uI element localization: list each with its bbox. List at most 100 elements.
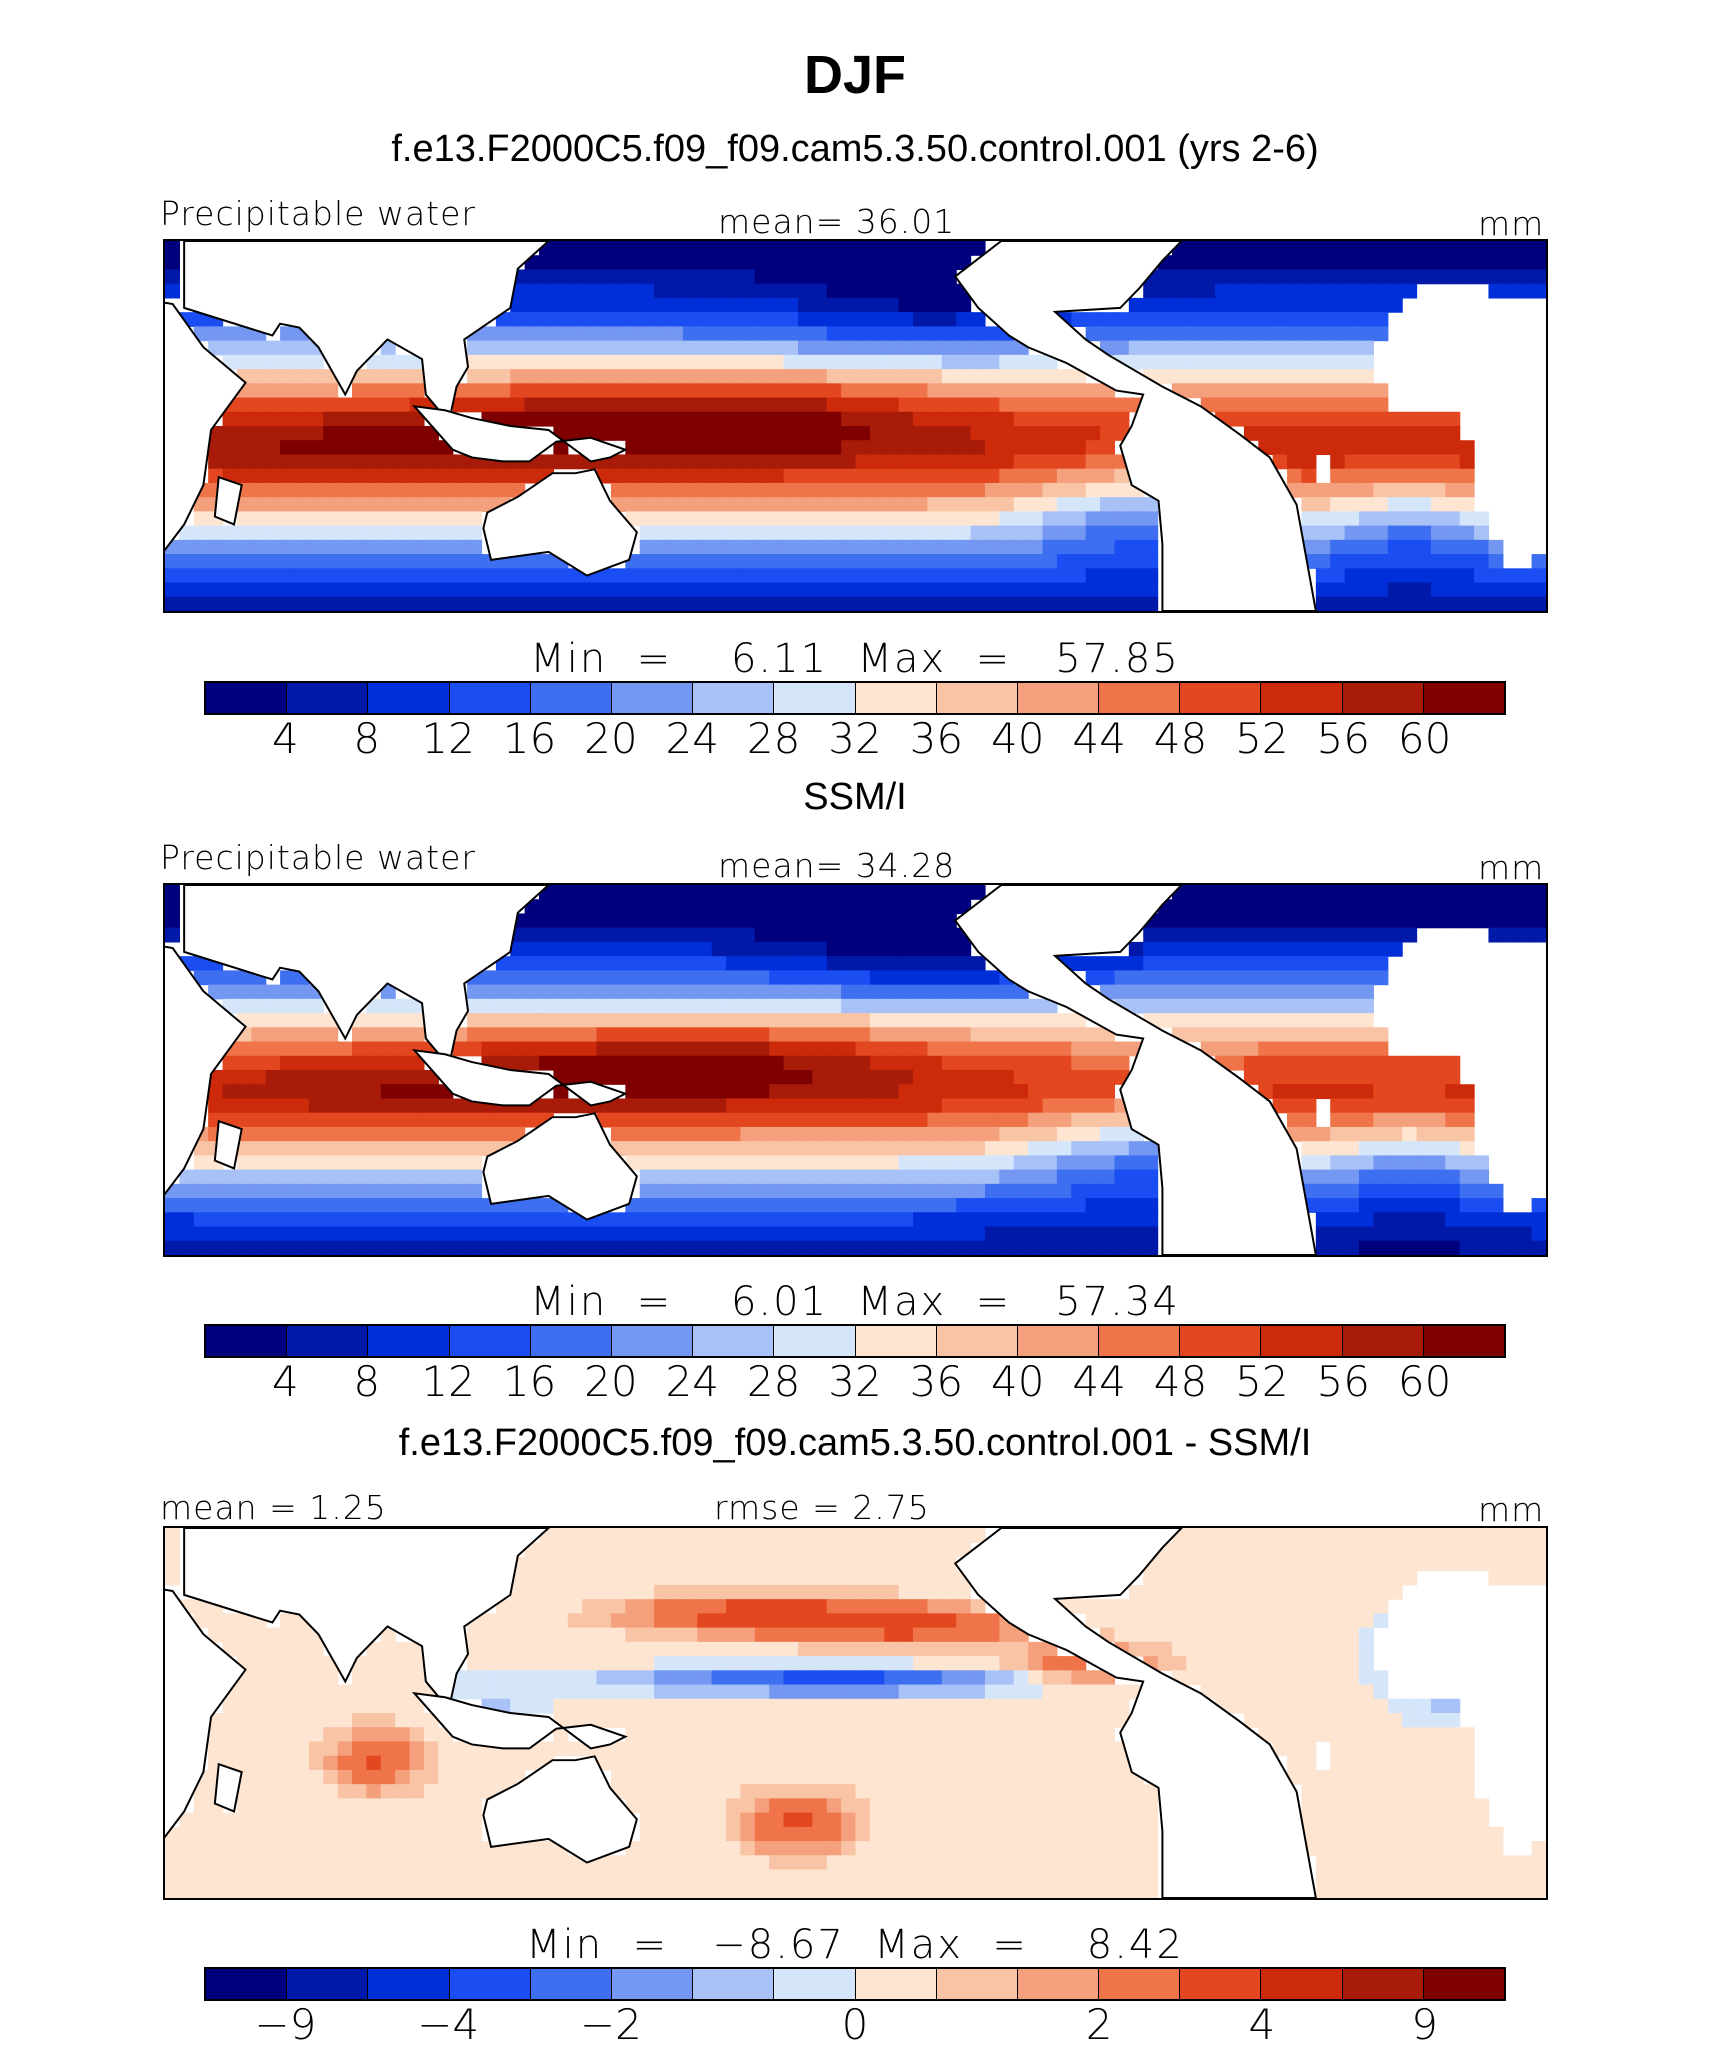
colorbar-tick-label: 56 xyxy=(1317,1357,1370,1406)
map-cell xyxy=(740,1770,755,1785)
map-cell xyxy=(784,1184,799,1199)
map-cell xyxy=(381,1784,396,1799)
map-cell xyxy=(956,1727,971,1742)
map-cell xyxy=(856,1042,871,1057)
map-cell xyxy=(280,1670,295,1685)
map-cell xyxy=(510,1056,525,1071)
map-cell xyxy=(395,483,410,498)
map-cell xyxy=(381,1212,396,1227)
map-cell xyxy=(1316,913,1331,928)
map-cell xyxy=(1014,1198,1029,1213)
map-cell xyxy=(697,355,712,370)
map-cell xyxy=(812,899,827,914)
map-cell xyxy=(870,1184,885,1199)
map-cell xyxy=(856,1756,871,1771)
map-cell xyxy=(971,511,986,526)
map-cell xyxy=(1158,269,1173,284)
map-cell xyxy=(1402,1084,1417,1099)
map-cell xyxy=(1114,985,1129,1000)
map-cell xyxy=(697,1741,712,1756)
map-cell xyxy=(942,426,957,441)
map-cell xyxy=(510,1013,525,1028)
map-cell xyxy=(841,1184,856,1199)
map-cell xyxy=(798,928,813,943)
map-cell xyxy=(1417,583,1432,598)
map-cell xyxy=(769,1198,784,1213)
map-cell xyxy=(870,383,885,398)
map-cell xyxy=(827,956,842,971)
map-cell xyxy=(1143,583,1158,598)
map-cell xyxy=(1028,1241,1043,1255)
map-cell xyxy=(755,355,770,370)
map-cell xyxy=(309,1056,324,1071)
map-cell xyxy=(1445,1699,1460,1714)
map-cell xyxy=(1345,540,1360,555)
map-cell xyxy=(1230,1556,1245,1571)
map-cell xyxy=(395,1685,410,1700)
map-cell xyxy=(1043,497,1058,512)
map-cell xyxy=(769,568,784,583)
map-cell xyxy=(1230,241,1245,256)
map-cell xyxy=(971,1613,986,1628)
map-cell xyxy=(1431,1727,1446,1742)
colorbar-swatch xyxy=(856,683,937,713)
map-cell xyxy=(352,440,367,455)
map-cell xyxy=(568,355,583,370)
map-cell xyxy=(1071,497,1086,512)
map-cell xyxy=(668,1571,683,1586)
map-cell xyxy=(1258,1070,1273,1085)
map-cell xyxy=(841,1056,856,1071)
map-cell xyxy=(1330,1155,1345,1170)
map-cell xyxy=(841,469,856,484)
map-cell xyxy=(366,511,381,526)
map-cell xyxy=(410,1656,425,1671)
map-cell xyxy=(640,454,655,469)
map-cell xyxy=(510,1756,525,1771)
map-cell xyxy=(1086,568,1101,583)
map-cell xyxy=(1316,1141,1331,1156)
map-cell xyxy=(1086,440,1101,455)
map-cell xyxy=(539,1599,554,1614)
map-cell xyxy=(784,1756,799,1771)
map-cell xyxy=(1215,999,1230,1014)
map-cell xyxy=(985,497,1000,512)
map-cell xyxy=(697,1056,712,1071)
map-cell xyxy=(294,1184,309,1199)
map-cell xyxy=(1373,326,1388,341)
map-cell xyxy=(194,583,209,598)
map-cell xyxy=(294,526,309,541)
map-cell xyxy=(1301,1127,1316,1142)
map-cell xyxy=(568,326,583,341)
map-cell xyxy=(654,255,669,270)
map-cell xyxy=(1517,899,1532,914)
map-cell xyxy=(856,1170,871,1185)
map-cell xyxy=(410,1013,425,1028)
map-cell xyxy=(1359,899,1374,914)
map-cell xyxy=(1402,1756,1417,1771)
map-cell xyxy=(942,1127,957,1142)
map-cell xyxy=(266,985,281,1000)
map-cell xyxy=(1373,913,1388,928)
map-cell xyxy=(1474,899,1489,914)
map-cell xyxy=(1158,999,1173,1014)
map-cell xyxy=(1345,511,1360,526)
map-cell xyxy=(1287,1528,1302,1543)
map-cell xyxy=(899,1556,914,1571)
map-cell xyxy=(1201,298,1216,313)
map-cell xyxy=(1172,1613,1187,1628)
map-cell xyxy=(1086,597,1101,611)
map-cell xyxy=(1373,1227,1388,1242)
map-cell xyxy=(956,942,971,957)
map-cell xyxy=(1186,1571,1201,1586)
map-cell xyxy=(726,255,741,270)
map-cell xyxy=(1373,284,1388,299)
map-cell xyxy=(1345,469,1360,484)
map-cell xyxy=(1201,312,1216,327)
map-cell xyxy=(769,483,784,498)
map-cell xyxy=(611,1713,626,1728)
map-cell xyxy=(1388,1212,1403,1227)
map-cell xyxy=(827,1013,842,1028)
map-cell xyxy=(927,1599,942,1614)
map-cell xyxy=(798,1098,813,1113)
map-cell xyxy=(870,568,885,583)
